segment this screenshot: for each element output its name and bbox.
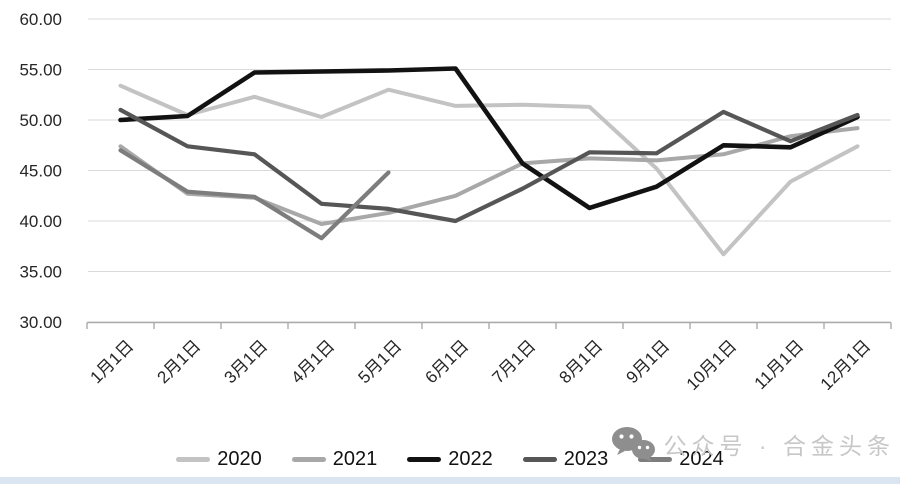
legend-item-2020: 2020	[176, 449, 262, 469]
legend-label-2021: 2021	[332, 448, 378, 470]
y-axis-tick-label: 50.00	[19, 111, 62, 130]
series-line-2023	[118, 107, 860, 224]
legend-item-2022: 2022	[407, 449, 493, 469]
legend-swatch-2023	[522, 456, 557, 462]
chart-legend: 2020 2021 2022 2023 2024	[0, 449, 900, 469]
x-axis-tick-label: 3月1日	[220, 336, 271, 387]
y-axis-tick-label: 30.00	[19, 313, 62, 332]
x-axis-tick-label: 12月1日	[817, 336, 875, 394]
series-line-2021	[118, 126, 860, 226]
y-axis-tick-label: 60.00	[19, 10, 62, 29]
legend-label-2023: 2023	[563, 448, 609, 470]
y-axis-tick-label: 35.00	[19, 263, 62, 282]
legend-item-2023: 2023	[522, 448, 609, 470]
y-axis-tick-label: 55.00	[19, 61, 62, 80]
y-axis-tick-label: 40.00	[19, 212, 62, 231]
legend-swatch-2020	[176, 456, 211, 462]
x-axis-tick-label: 6月1日	[421, 336, 472, 387]
x-axis-tick-label: 8月1日	[555, 336, 606, 387]
series-line-2020	[118, 83, 860, 257]
legend-label-2024: 2024	[679, 448, 724, 470]
bottom-strip	[0, 477, 900, 484]
x-axis-tick-label: 5月1日	[354, 336, 405, 387]
legend-item-2024: 2024	[638, 449, 724, 469]
x-axis-tick-label: 11月1日	[751, 336, 808, 393]
x-axis-tick-label: 9月1日	[622, 336, 673, 387]
x-axis-tick-label: 7月1日	[488, 336, 539, 387]
legend-swatch-2021	[291, 456, 326, 462]
series-line-2024	[118, 148, 391, 241]
x-axis-tick-label: 4月1日	[287, 336, 338, 387]
legend-label-2022: 2022	[448, 448, 493, 470]
line-chart: 60.00 55.00 50.00 45.00 40.00 35.00 30.00 1月1日 2…	[19, 10, 892, 394]
legend-swatch-2024	[638, 456, 673, 462]
legend-label-2020: 2020	[217, 448, 262, 470]
x-axis-tick-label: 1月1日	[86, 336, 137, 387]
x-axis-tick-label: 10月1日	[683, 336, 741, 394]
y-axis-tick-label: 45.00	[19, 162, 62, 181]
x-axis-tick-label: 2月1日	[153, 336, 204, 387]
legend-swatch-2022	[407, 456, 442, 462]
series-line-2022	[118, 66, 860, 211]
legend-item-2021: 2021	[291, 448, 378, 470]
